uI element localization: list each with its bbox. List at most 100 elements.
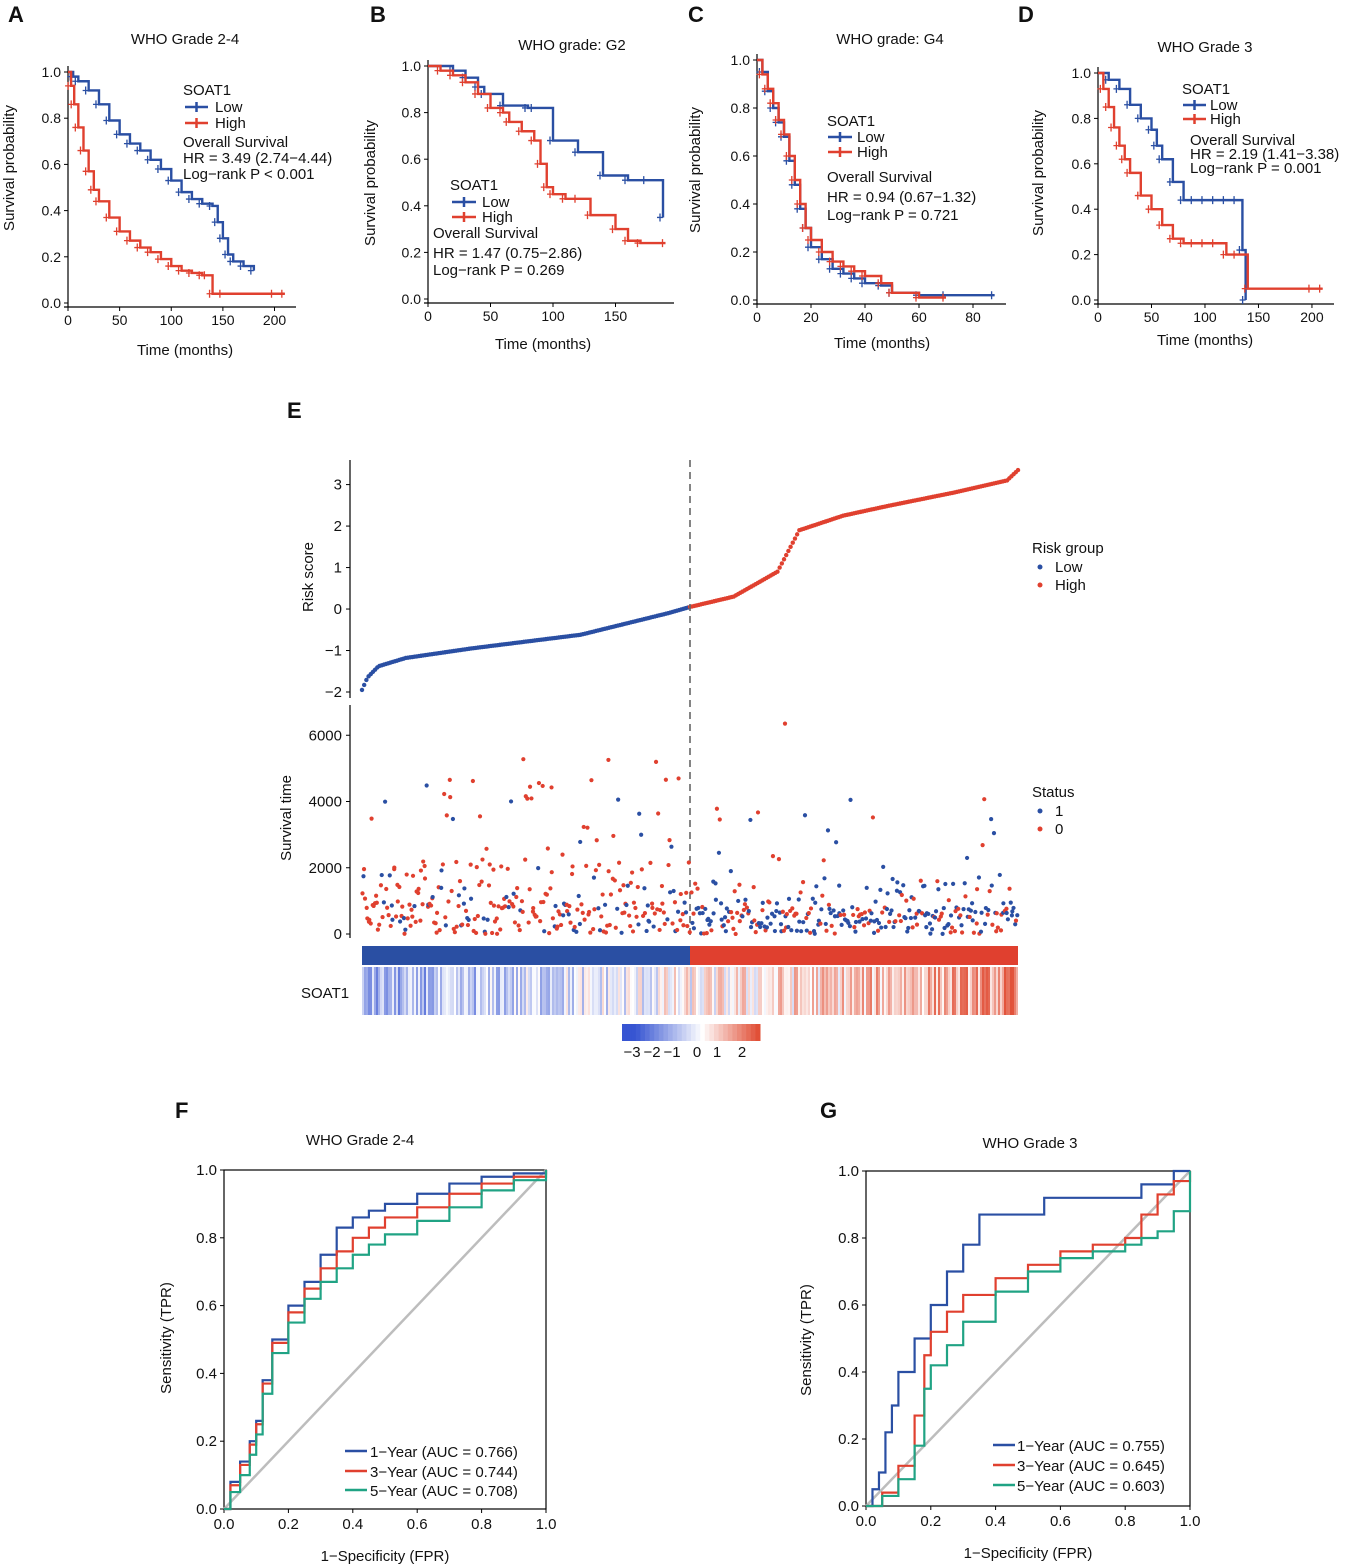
heatmap-column [476,967,478,1015]
colorbar-segment [622,1024,628,1041]
risk-bar-high [690,946,1018,965]
heatmap-column [728,967,730,1015]
heatmap-column [848,967,850,1015]
survival-point [448,794,453,800]
heatmap-column [432,967,434,1015]
survival-point [782,721,788,726]
heatmap-column [804,967,806,1015]
survival-point [786,924,791,930]
survival-point [903,916,908,921]
y-tick-label-b: 0.2 [402,244,422,260]
survival-point [591,875,597,880]
survival-point [970,918,975,923]
survival-point [878,887,883,892]
heatmap-column [690,967,692,1015]
colorbar-segment [672,1024,678,1041]
survival-point [953,909,958,914]
survival-point [634,914,639,919]
heatmap-column [952,967,954,1015]
risk-legend-high: High [1055,577,1086,594]
survival-point [824,928,829,933]
survival-point [465,922,471,928]
heatmap-column [774,967,776,1015]
heatmap-column [674,967,676,1015]
heatmap-column [916,967,918,1015]
censor-mark-low-a [216,234,223,243]
heatmap-column [412,967,414,1015]
censor-mark-high-a [77,146,84,155]
survival-point [388,923,393,929]
colorbar-segment [709,1024,715,1041]
survival-point [541,899,546,905]
heatmap-column [456,967,458,1015]
heatmap-column [802,967,804,1015]
km-curve-high-d [1098,71,1323,290]
survival-point [454,924,459,929]
censor-mark-high-c [767,99,774,108]
heatmap-column [452,967,454,1015]
heatmap-column [582,967,584,1015]
heatmap-column [434,967,436,1015]
censor-mark-high-d [1097,84,1104,93]
survival-point [451,926,456,932]
heatmap-column [368,967,370,1015]
survival-point [711,911,716,916]
heatmap-column [862,967,864,1015]
survival-point [768,921,773,926]
survival-point [491,903,497,908]
survival-point [430,894,435,900]
stat-line-1-c: Overall Survival [827,169,932,186]
survival-point [600,892,605,897]
survival-point [538,919,543,924]
heatmap-column [638,967,640,1015]
survival-point [696,905,701,911]
survival-point [606,869,611,874]
censor-mark-high-c [826,257,833,266]
heatmap-column [466,967,468,1015]
risk-point [777,565,782,570]
heatmap-column [532,967,534,1015]
censor-mark-high-a [175,266,182,275]
heatmap-column [632,967,634,1015]
censor-mark-low-d [1198,196,1205,205]
survival-point [884,906,890,912]
legend-1y-g: 1−Year (AUC = 0.755) [1017,1438,1165,1455]
heatmap-column [534,967,536,1015]
x-tick-label-f: 0.8 [471,1516,492,1533]
heatmap-column [574,967,576,1015]
y-tick-label-c: 1.0 [731,52,751,68]
heatmap-column [660,967,662,1015]
censor-mark-high-a [196,271,203,280]
survival-point [801,920,806,925]
status-legend-title: Status [1032,784,1075,801]
survival-point [767,900,772,905]
survival-point [758,924,763,930]
heatmap-column [428,967,430,1015]
survival-point [400,904,405,909]
survival-point [842,912,847,917]
y-tick-label-c: 0.4 [731,196,751,212]
survival-point [667,837,672,843]
censor-mark-low-a [154,165,161,174]
survival-point [774,901,780,906]
survival-point [558,922,564,928]
km-curve-low-b [428,64,665,218]
survival-point [864,885,869,890]
survival-point [752,918,757,923]
survival-point [935,879,940,884]
heatmap-column [494,967,496,1015]
heatmap-column [724,967,726,1015]
x-tick-label-d: 150 [1247,309,1271,325]
survival-point [846,920,851,926]
censor-mark-low-a [72,77,79,86]
y-tick-label-f: 0.8 [196,1230,217,1247]
survival-point [472,916,477,922]
heatmap-column [590,967,592,1015]
survival-point [624,902,629,908]
legend-g: 1−Year (AUC = 0.755) 3−Year (AUC = 0.645… [993,1438,1165,1495]
heatmap-column [572,967,574,1015]
censor-mark-high-a [154,255,161,264]
heatmap-column [1016,967,1018,1015]
censor-mark-low-d [1177,196,1184,205]
survival-point [821,858,826,863]
